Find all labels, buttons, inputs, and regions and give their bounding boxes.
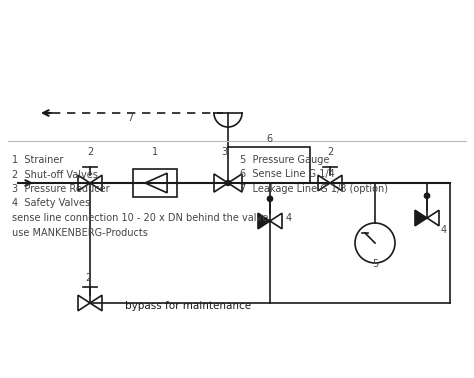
Text: 2  Shut-off Valves: 2 Shut-off Valves bbox=[12, 169, 98, 180]
Text: 6  Sense Line G 1/4: 6 Sense Line G 1/4 bbox=[240, 169, 335, 180]
Text: 4: 4 bbox=[441, 225, 447, 235]
Text: 6: 6 bbox=[266, 134, 272, 144]
Circle shape bbox=[226, 180, 230, 186]
Text: 5: 5 bbox=[372, 259, 378, 269]
Text: sense line connection 10 - 20 x DN behind the valve: sense line connection 10 - 20 x DN behin… bbox=[12, 213, 268, 223]
Polygon shape bbox=[258, 213, 270, 229]
Text: 7  Leakage Line G 1/8 (option): 7 Leakage Line G 1/8 (option) bbox=[240, 184, 388, 194]
Text: 7: 7 bbox=[128, 113, 134, 123]
Text: 2: 2 bbox=[85, 273, 91, 283]
Text: 2: 2 bbox=[327, 147, 333, 157]
Text: use MANKENBERG-Products: use MANKENBERG-Products bbox=[12, 228, 148, 237]
Text: 5  Pressure Gauge: 5 Pressure Gauge bbox=[240, 155, 329, 165]
Text: 1  Strainer: 1 Strainer bbox=[12, 155, 64, 165]
Text: 2: 2 bbox=[87, 147, 93, 157]
Bar bbox=[228, 147, 310, 183]
Bar bbox=[133, 169, 177, 197]
Text: 4: 4 bbox=[286, 213, 292, 223]
Text: 1: 1 bbox=[152, 147, 158, 157]
Circle shape bbox=[424, 193, 429, 198]
Text: bypass for maintenance: bypass for maintenance bbox=[125, 301, 251, 311]
Text: 3  Pressure Reducer: 3 Pressure Reducer bbox=[12, 184, 109, 194]
Polygon shape bbox=[415, 210, 427, 226]
Text: 4  Safety Valves: 4 Safety Valves bbox=[12, 198, 90, 209]
Text: 3: 3 bbox=[221, 147, 227, 157]
Circle shape bbox=[267, 196, 273, 201]
